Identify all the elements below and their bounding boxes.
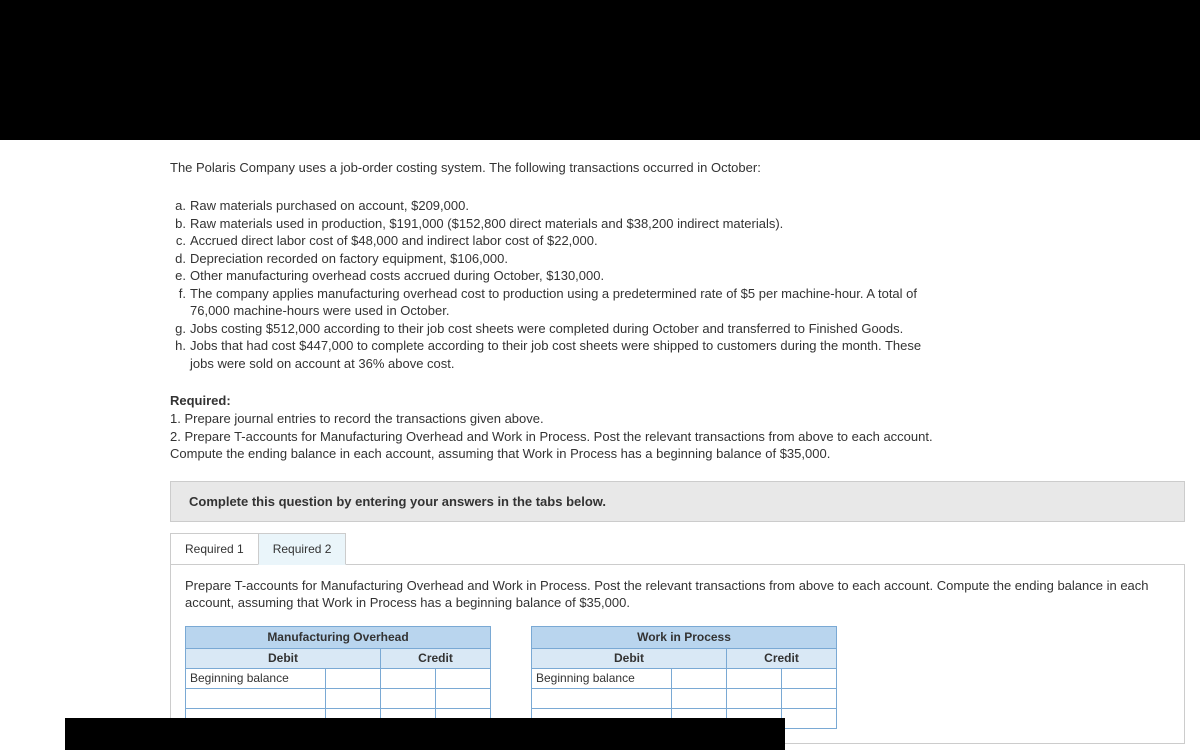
t-account-title: Work in Process xyxy=(532,626,837,648)
tab-required-1[interactable]: Required 1 xyxy=(170,533,258,565)
required-line: 2. Prepare T-accounts for Manufacturing … xyxy=(170,428,1185,446)
list-item: e.Other manufacturing overhead costs acc… xyxy=(170,267,1185,285)
item-text: Raw materials purchased on account, $209… xyxy=(190,197,1185,215)
list-item: f.The company applies manufacturing over… xyxy=(170,285,1185,303)
item-letter: e. xyxy=(170,267,186,285)
t-account-work-in-process: Work in Process Debit Credit Beginning b… xyxy=(531,626,837,729)
input-cell[interactable] xyxy=(326,688,381,708)
item-text: Jobs that had cost $447,000 to complete … xyxy=(190,337,1185,355)
input-cell[interactable] xyxy=(436,668,491,688)
input-cell[interactable] xyxy=(782,708,837,728)
item-text: Accrued direct labor cost of $48,000 and… xyxy=(190,232,1185,250)
tab-instruction: Prepare T-accounts for Manufacturing Ove… xyxy=(185,577,1170,612)
item-text: Depreciation recorded on factory equipme… xyxy=(190,250,1185,268)
item-text: Raw materials used in production, $191,0… xyxy=(190,215,1185,233)
main-content: The Polaris Company uses a job-order cos… xyxy=(0,140,1185,744)
list-item: a.Raw materials purchased on account, $2… xyxy=(170,197,1185,215)
item-letter: d. xyxy=(170,250,186,268)
input-cell[interactable] xyxy=(672,668,727,688)
beginning-balance-label: Beginning balance xyxy=(186,668,326,688)
t-accounts-container: Manufacturing Overhead Debit Credit Begi… xyxy=(185,626,1170,729)
input-cell[interactable] xyxy=(782,688,837,708)
input-cell[interactable] xyxy=(326,668,381,688)
item-text: Jobs costing $512,000 according to their… xyxy=(190,320,1185,338)
table-row xyxy=(186,688,491,708)
item-letter: b. xyxy=(170,215,186,233)
intro-text: The Polaris Company uses a job-order cos… xyxy=(170,160,1185,175)
tab-required-2[interactable]: Required 2 xyxy=(258,533,347,565)
table-row: Beginning balance xyxy=(532,668,837,688)
credit-header: Credit xyxy=(381,648,491,668)
required-section: Required: 1. Prepare journal entries to … xyxy=(170,392,1185,462)
item-letter: f. xyxy=(170,285,186,303)
list-item: b.Raw materials used in production, $191… xyxy=(170,215,1185,233)
transaction-list: a.Raw materials purchased on account, $2… xyxy=(170,197,1185,372)
list-item: g.Jobs costing $512,000 according to the… xyxy=(170,320,1185,338)
tab-bar: Required 1 Required 2 xyxy=(170,532,1185,565)
table-row xyxy=(532,688,837,708)
input-cell[interactable] xyxy=(532,688,672,708)
input-cell[interactable] xyxy=(727,668,782,688)
t-account-title: Manufacturing Overhead xyxy=(186,626,491,648)
item-letter: h. xyxy=(170,337,186,355)
tab-panel: Prepare T-accounts for Manufacturing Ove… xyxy=(170,565,1185,744)
input-cell[interactable] xyxy=(436,688,491,708)
list-item: d.Depreciation recorded on factory equip… xyxy=(170,250,1185,268)
required-heading: Required: xyxy=(170,392,1185,410)
item-letter: a. xyxy=(170,197,186,215)
list-item: 76,000 machine-hours were used in Octobe… xyxy=(170,302,1185,320)
debit-header: Debit xyxy=(186,648,381,668)
input-cell[interactable] xyxy=(672,688,727,708)
input-cell[interactable] xyxy=(186,688,326,708)
list-item: h.Jobs that had cost $447,000 to complet… xyxy=(170,337,1185,355)
instruction-band: Complete this question by entering your … xyxy=(170,481,1185,522)
input-cell[interactable] xyxy=(381,688,436,708)
item-letter: c. xyxy=(170,232,186,250)
beginning-balance-label: Beginning balance xyxy=(532,668,672,688)
table-row: Beginning balance xyxy=(186,668,491,688)
input-cell[interactable] xyxy=(381,668,436,688)
item-letter xyxy=(170,302,186,320)
required-line: Compute the ending balance in each accou… xyxy=(170,445,1185,463)
input-cell[interactable] xyxy=(727,688,782,708)
item-text: Other manufacturing overhead costs accru… xyxy=(190,267,1185,285)
list-item: jobs were sold on account at 36% above c… xyxy=(170,355,1185,373)
item-text: 76,000 machine-hours were used in Octobe… xyxy=(190,302,1185,320)
t-account-manufacturing-overhead: Manufacturing Overhead Debit Credit Begi… xyxy=(185,626,491,729)
item-text: jobs were sold on account at 36% above c… xyxy=(190,355,1185,373)
credit-header: Credit xyxy=(727,648,837,668)
input-cell[interactable] xyxy=(782,668,837,688)
bottom-black-region xyxy=(65,718,785,750)
item-text: The company applies manufacturing overhe… xyxy=(190,285,1185,303)
item-letter xyxy=(170,355,186,373)
required-line: 1. Prepare journal entries to record the… xyxy=(170,410,1185,428)
top-black-region xyxy=(0,0,1200,140)
item-letter: g. xyxy=(170,320,186,338)
debit-header: Debit xyxy=(532,648,727,668)
list-item: c.Accrued direct labor cost of $48,000 a… xyxy=(170,232,1185,250)
